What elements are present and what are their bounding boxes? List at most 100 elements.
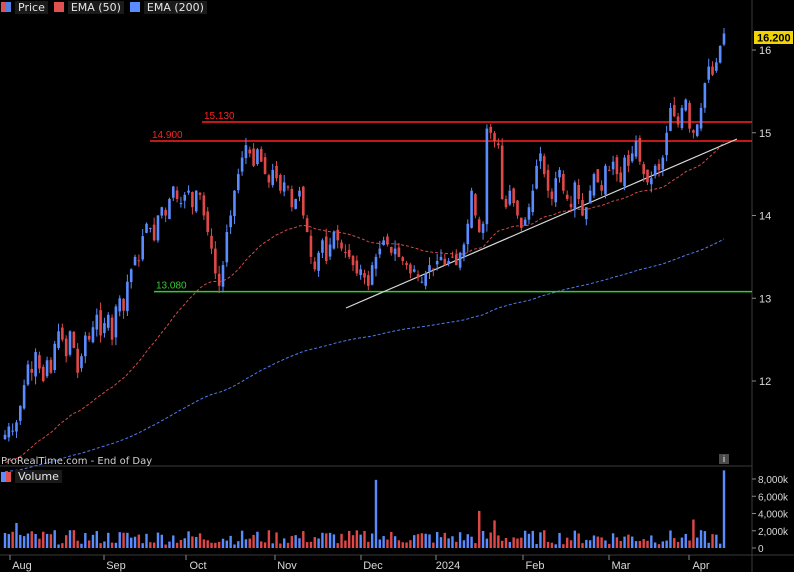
candle-body [458, 252, 462, 268]
level-label: 13.080 [156, 281, 187, 292]
volume-bar [451, 536, 454, 548]
candle-body [236, 174, 240, 191]
volume-bar [137, 534, 141, 548]
candle-body [382, 240, 385, 245]
candle-body [359, 269, 362, 276]
month-label: Nov [277, 560, 297, 572]
volume-bar [413, 535, 416, 548]
candle-body [378, 248, 382, 255]
candle-body [665, 132, 668, 156]
candle-body [141, 236, 144, 260]
volume-bar [688, 540, 691, 548]
candle-body [527, 207, 531, 220]
volume-bar [615, 537, 619, 548]
candle-body [661, 157, 665, 170]
candle-body [7, 426, 11, 438]
volume-bar [237, 541, 240, 548]
candle-body [485, 128, 489, 225]
volume-bar [252, 534, 255, 548]
candle-body [565, 194, 569, 199]
candle-body [451, 256, 454, 258]
candle-body [302, 186, 305, 216]
volume-bar [680, 537, 684, 548]
candle-body [412, 269, 416, 272]
legend-item-ema50[interactable]: EMA (50) [53, 0, 124, 14]
candle-body [286, 186, 290, 188]
volume-bar [504, 538, 508, 548]
candle-body [703, 83, 707, 108]
month-label: Oct [189, 560, 206, 572]
volume-bar [642, 539, 645, 548]
candle-body [428, 265, 431, 272]
volume-bar [84, 533, 87, 548]
volume-bar [508, 542, 512, 548]
month-label: Dec [363, 560, 383, 572]
volume-bar [370, 533, 374, 548]
volume-bar [703, 531, 707, 548]
candle-body [493, 133, 496, 142]
candle-body [497, 143, 500, 146]
volume-bar [175, 542, 179, 548]
candle-body [317, 252, 320, 271]
volume-bar [585, 539, 588, 548]
volume-bar [53, 530, 56, 548]
trend-line[interactable] [345, 138, 738, 309]
volume-bar [325, 533, 328, 548]
candle-body [294, 198, 297, 209]
candle-body [328, 244, 332, 257]
candle-body [183, 194, 187, 201]
candle-body [688, 102, 691, 129]
volume-tick-label: 0 [758, 544, 764, 555]
volume-bar [233, 544, 236, 548]
horizontal-levels[interactable]: 15.130 14.900 13.080 [150, 111, 752, 293]
candle-body [588, 190, 592, 204]
volume-bar [657, 544, 661, 548]
candle-body [596, 169, 600, 183]
volume-bar [317, 538, 320, 548]
volume-bar [191, 536, 194, 548]
candle-body [129, 269, 133, 283]
volume-bar [344, 540, 347, 548]
volume-bar [600, 537, 603, 548]
volume-bar [650, 535, 653, 548]
candle-body [672, 105, 676, 117]
info-icon[interactable]: i [719, 454, 729, 464]
candle-body [393, 248, 397, 255]
candle-body [202, 195, 206, 216]
candle-body [263, 157, 267, 175]
candle-body [615, 157, 619, 175]
candle-body [401, 257, 405, 262]
candle-body [133, 256, 137, 266]
candle-body [45, 360, 49, 377]
volume-bar [30, 531, 33, 548]
volume-bar [405, 542, 408, 548]
volume-bar [328, 532, 332, 548]
candle-body [562, 174, 565, 191]
month-label: Aug [12, 560, 32, 572]
volume-bar [202, 539, 206, 548]
volume-bar [393, 536, 397, 548]
volume-bar [596, 536, 599, 548]
volume-legend[interactable]: Volume [1, 470, 62, 483]
volume-bar [279, 543, 282, 548]
volume-bar [141, 543, 144, 548]
candlestick-icon [1, 2, 11, 12]
candle-body [194, 190, 198, 212]
candle-body [512, 188, 515, 204]
legend-item-ema200[interactable]: EMA (200) [129, 0, 207, 14]
last-price-tag: 16.200 [757, 33, 791, 45]
legend-item-price[interactable]: Price [1, 0, 48, 14]
candle-body [106, 314, 110, 328]
candle-body [164, 209, 167, 216]
volume-bar [470, 536, 473, 548]
candle-body [715, 62, 718, 71]
candle-body [470, 190, 473, 228]
candle-body [405, 262, 408, 266]
volume-bar [577, 533, 580, 548]
volume-bar [260, 541, 263, 548]
candle-body [61, 327, 64, 340]
volume-bar [562, 544, 565, 548]
candle-body [18, 405, 22, 421]
volume-bar [386, 539, 389, 548]
